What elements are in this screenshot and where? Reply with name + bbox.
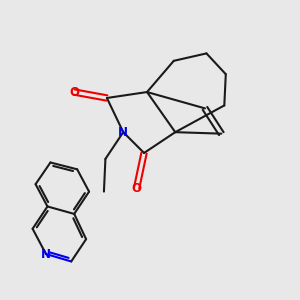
Text: O: O (69, 85, 79, 98)
Text: N: N (118, 126, 128, 139)
Text: N: N (41, 248, 51, 260)
Text: O: O (132, 182, 142, 194)
